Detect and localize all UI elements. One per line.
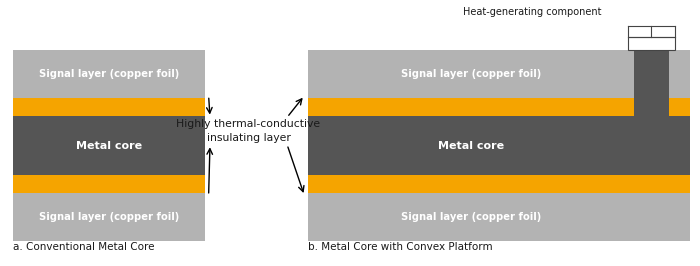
Bar <box>308 175 690 193</box>
Bar <box>308 193 690 241</box>
Bar <box>13 116 205 175</box>
Text: Heat-generating component: Heat-generating component <box>463 7 601 17</box>
Text: Signal layer (copper foil): Signal layer (copper foil) <box>38 69 179 79</box>
Bar <box>308 98 634 116</box>
Bar <box>13 50 205 98</box>
Bar <box>628 37 675 50</box>
Bar <box>668 98 690 116</box>
Text: Signal layer (copper foil): Signal layer (copper foil) <box>38 212 179 222</box>
Text: Metal core: Metal core <box>438 141 504 151</box>
Text: b. Metal Core with Convex Platform: b. Metal Core with Convex Platform <box>308 242 493 252</box>
Text: Highly thermal-conductive
insulating layer: Highly thermal-conductive insulating lay… <box>176 119 321 143</box>
Text: Signal layer (copper foil): Signal layer (copper foil) <box>401 69 541 79</box>
Bar <box>634 50 668 175</box>
Bar <box>308 50 690 98</box>
Text: Metal core: Metal core <box>76 141 142 151</box>
Bar <box>13 175 205 193</box>
Bar <box>308 116 690 175</box>
Text: a. Conventional Metal Core: a. Conventional Metal Core <box>13 242 154 252</box>
Bar <box>13 193 205 241</box>
Text: Signal layer (copper foil): Signal layer (copper foil) <box>401 212 541 222</box>
Bar <box>13 98 205 116</box>
